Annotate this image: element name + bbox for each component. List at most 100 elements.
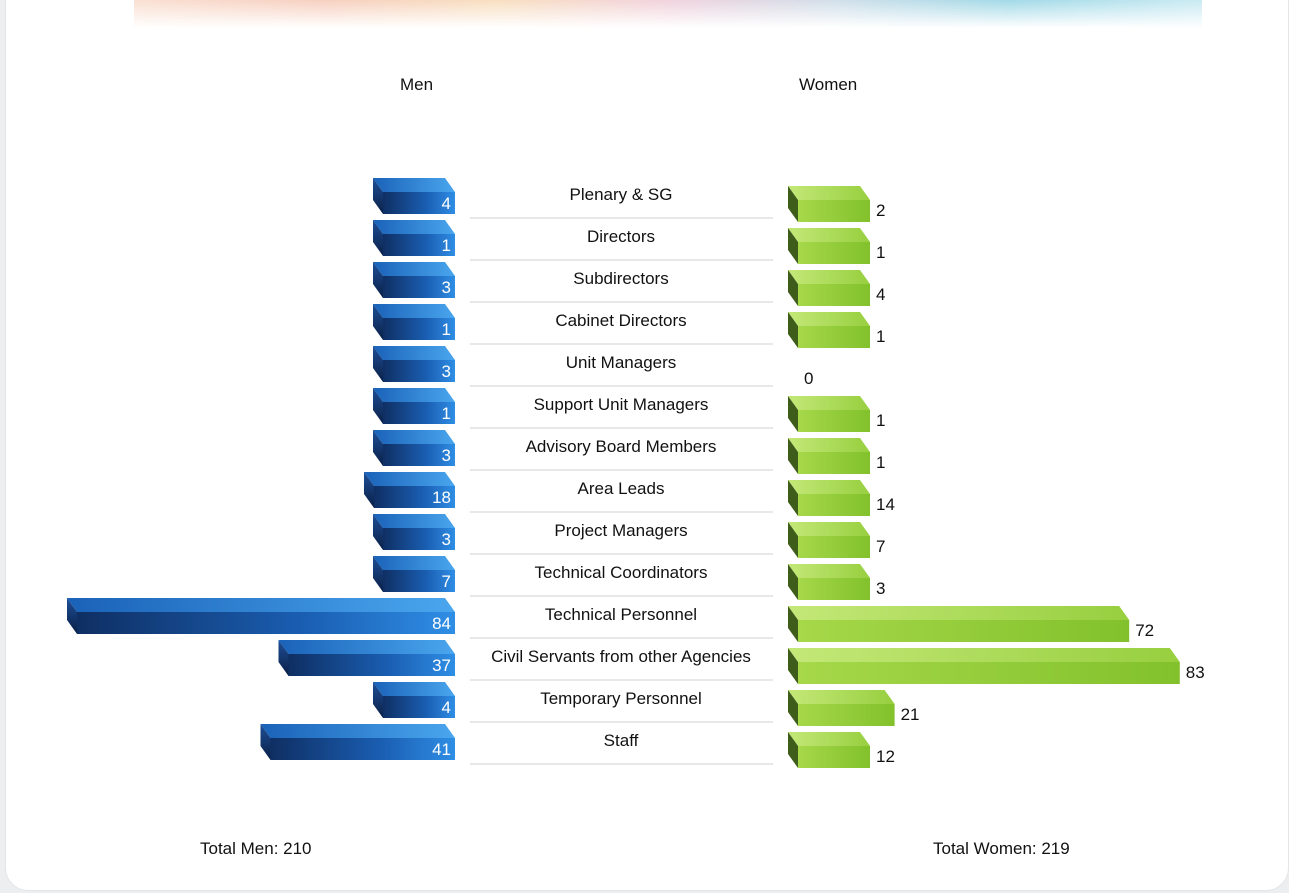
men-bar-front — [374, 486, 455, 508]
women-bar-side — [788, 186, 798, 222]
men-value-label: 4 — [442, 194, 451, 213]
men-bar: 3 — [373, 346, 455, 382]
men-bar: 84 — [67, 598, 455, 634]
men-bar: 4 — [373, 178, 455, 214]
category-label: Civil Servants from other Agencies — [491, 647, 751, 666]
category-label: Technical Coordinators — [535, 563, 708, 582]
women-bar-front — [798, 410, 870, 432]
women-bar: 2 — [788, 186, 885, 222]
men-bar: 41 — [260, 724, 455, 760]
men-value-label: 3 — [442, 530, 451, 549]
women-bar-side — [788, 396, 798, 432]
women-value-label: 1 — [876, 453, 885, 472]
category-label: Staff — [604, 731, 639, 750]
men-bar: 3 — [373, 430, 455, 466]
category-label: Project Managers — [554, 521, 687, 540]
women-bar: 14 — [788, 480, 895, 516]
women-bar-top — [788, 228, 870, 242]
men-bar-front — [288, 654, 455, 676]
men-bar-front — [383, 444, 455, 466]
men-bar: 1 — [373, 304, 455, 340]
men-bar-top — [278, 640, 455, 654]
women-bar: 4 — [788, 270, 885, 306]
men-bar-front — [383, 402, 455, 424]
men-bar-side — [278, 640, 289, 676]
category-label: Technical Personnel — [545, 605, 697, 624]
men-bar-top — [373, 262, 455, 276]
women-bar-front — [798, 746, 870, 768]
women-value-label: 0 — [804, 369, 813, 388]
category-label: Advisory Board Members — [526, 437, 717, 456]
men-bar: 3 — [373, 262, 455, 298]
women-bar-top — [788, 690, 895, 704]
men-value-label: 3 — [442, 278, 451, 297]
women-value-label: 2 — [876, 201, 885, 220]
women-bar-top — [788, 312, 870, 326]
women-value-label: 4 — [876, 285, 885, 304]
category-label: Directors — [587, 227, 655, 246]
men-bar-front — [383, 234, 455, 256]
men-bar-top — [373, 682, 455, 696]
women-bar-top — [788, 396, 870, 410]
women-bar-front — [798, 704, 895, 726]
men-bar-top — [373, 430, 455, 444]
category-label: Cabinet Directors — [555, 311, 686, 330]
women-bar-front — [798, 326, 870, 348]
women-bar-side — [788, 522, 798, 558]
women-bar-front — [798, 242, 870, 264]
women-bar: 0 — [804, 369, 813, 388]
women-bar-front — [798, 578, 870, 600]
men-bar-top — [373, 388, 455, 402]
women-bar: 21 — [788, 690, 920, 726]
women-bar: 7 — [788, 522, 885, 558]
men-value-label: 18 — [432, 488, 451, 507]
men-bar-side — [364, 472, 374, 508]
men-bar-side — [373, 178, 383, 214]
women-value-label: 72 — [1135, 621, 1154, 640]
women-bar-side — [788, 438, 798, 474]
women-bar-side — [788, 648, 798, 684]
men-bar-side — [373, 262, 383, 298]
men-bar-top — [364, 472, 455, 486]
women-bar: 83 — [788, 648, 1205, 684]
men-value-label: 1 — [442, 236, 451, 255]
men-bar-top — [260, 724, 455, 738]
women-bar-front — [798, 536, 870, 558]
men-bar: 4 — [373, 682, 455, 718]
total-women: Total Women: 219 — [933, 839, 1070, 858]
women-bar-side — [788, 732, 798, 768]
men-value-label: 3 — [442, 446, 451, 465]
women-bar: 1 — [788, 438, 885, 474]
women-bar: 1 — [788, 396, 885, 432]
women-bar: 12 — [788, 732, 895, 768]
women-bar-front — [798, 662, 1180, 684]
category-label: Area Leads — [578, 479, 665, 498]
men-bar-side — [373, 682, 383, 718]
women-bar-side — [788, 606, 798, 642]
women-bar-side — [788, 228, 798, 264]
men-bar-side — [373, 430, 383, 466]
men-bar-front — [383, 318, 455, 340]
men-bar-side — [260, 724, 271, 760]
men-bar-front — [77, 612, 455, 634]
men-bar-top — [67, 598, 455, 612]
women-bar-top — [788, 438, 870, 452]
women-value-label: 1 — [876, 243, 885, 262]
women-bar-front — [798, 200, 870, 222]
women-value-label: 1 — [876, 327, 885, 346]
men-bar: 3 — [373, 514, 455, 550]
women-value-label: 14 — [876, 495, 895, 514]
category-label: Subdirectors — [573, 269, 668, 288]
men-value-label: 7 — [442, 572, 451, 591]
men-bar-front — [383, 360, 455, 382]
men-value-label: 3 — [442, 362, 451, 381]
men-value-label: 1 — [442, 320, 451, 339]
women-bar-front — [798, 284, 870, 306]
men-value-label: 1 — [442, 404, 451, 423]
women-bar-top — [788, 186, 870, 200]
men-bar: 37 — [278, 640, 455, 676]
men-value-label: 41 — [432, 740, 451, 759]
men-bar-side — [373, 556, 383, 592]
total-men: Total Men: 210 — [200, 839, 312, 858]
women-bar-front — [798, 620, 1130, 642]
